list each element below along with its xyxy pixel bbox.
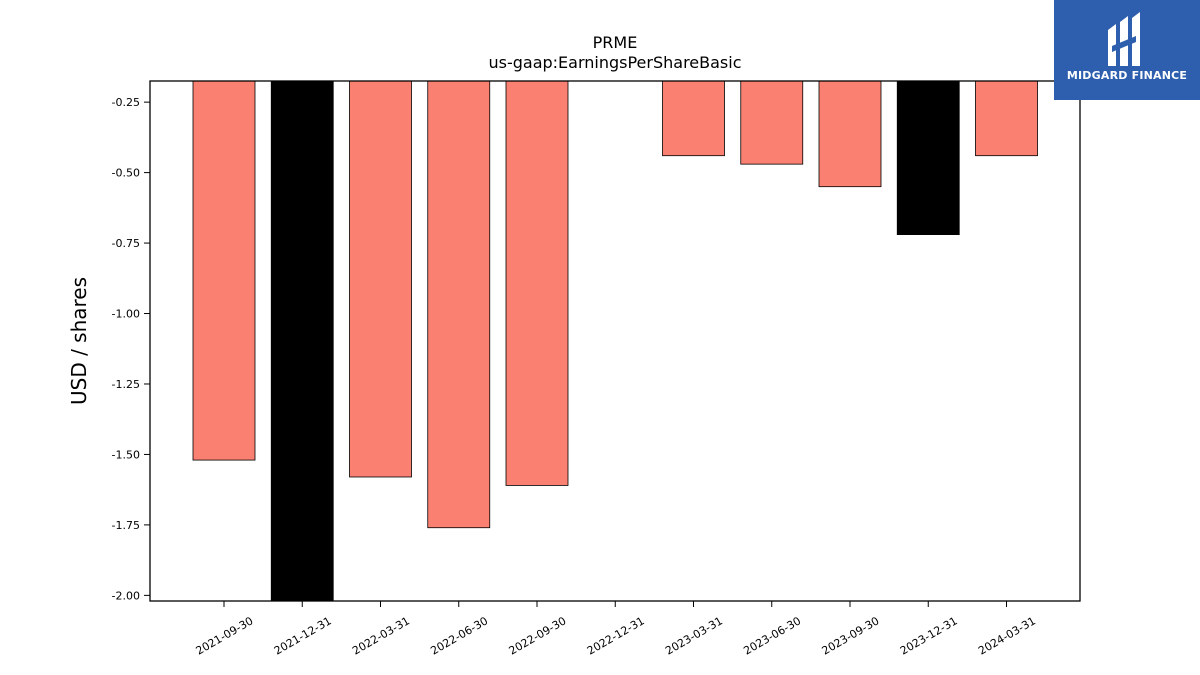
- y-tick-label: -2.00: [112, 589, 140, 602]
- x-tick-label: 2023-09-30: [820, 614, 882, 657]
- bar-2023-12-31: [896, 80, 960, 236]
- bar-2021-12-31: [270, 80, 334, 602]
- x-tick-label: 2023-12-31: [898, 614, 960, 657]
- x-tick-label: 2022-03-31: [350, 614, 412, 657]
- x-tick-label: 2021-12-31: [272, 614, 334, 657]
- bar-2023-03-31: [662, 80, 725, 157]
- logo-icon: [1108, 12, 1140, 66]
- y-tick-label: -0.75: [112, 237, 140, 250]
- x-tick-label: 2022-06-30: [428, 614, 490, 657]
- y-tick-label: -1.00: [112, 308, 140, 321]
- x-tick-label: 2023-03-31: [663, 614, 725, 657]
- logo-badge: MIDGARD FINANCE: [1054, 0, 1200, 100]
- y-tick-label: -0.25: [112, 96, 140, 109]
- x-ticks-group: 2021-09-30 2021-12-31 2022-03-31 2022-06-30…: [194, 601, 1038, 658]
- y-tick-label: -1.25: [112, 378, 140, 391]
- y-tick-label: -0.50: [112, 167, 140, 180]
- y-axis-label: USD / shares: [67, 277, 91, 405]
- bars-group: [192, 80, 1038, 602]
- x-tick-label: 2022-12-31: [585, 614, 647, 657]
- x-tick-label: 2024-03-31: [976, 614, 1038, 657]
- chart-title: PRME: [593, 33, 638, 52]
- y-tick-label: -1.75: [112, 519, 140, 532]
- plot-frame: [149, 80, 1081, 602]
- bar-2022-09-30: [505, 80, 569, 486]
- bar-2021-09-30: [192, 80, 256, 461]
- bar-2023-06-30: [740, 80, 804, 165]
- x-tick-label: 2021-09-30: [194, 614, 256, 657]
- x-tick-label: 2023-06-30: [741, 614, 803, 657]
- y-tick-label: -1.50: [112, 448, 140, 461]
- logo-text: MIDGARD FINANCE: [1066, 69, 1188, 82]
- bar-2023-09-30: [818, 80, 882, 188]
- bar-2022-06-30: [427, 80, 491, 529]
- x-tick-label: 2022-09-30: [507, 614, 569, 657]
- bar-2024-03-31: [975, 80, 1038, 157]
- y-ticks-group: -0.25 -0.50 -0.75 -1.00 -1.25 -1.50 -1.75 -2.00: [112, 96, 150, 602]
- bar-2022-03-31: [349, 80, 412, 478]
- chart-subtitle: us-gaap:EarningsPerShareBasic: [488, 53, 741, 72]
